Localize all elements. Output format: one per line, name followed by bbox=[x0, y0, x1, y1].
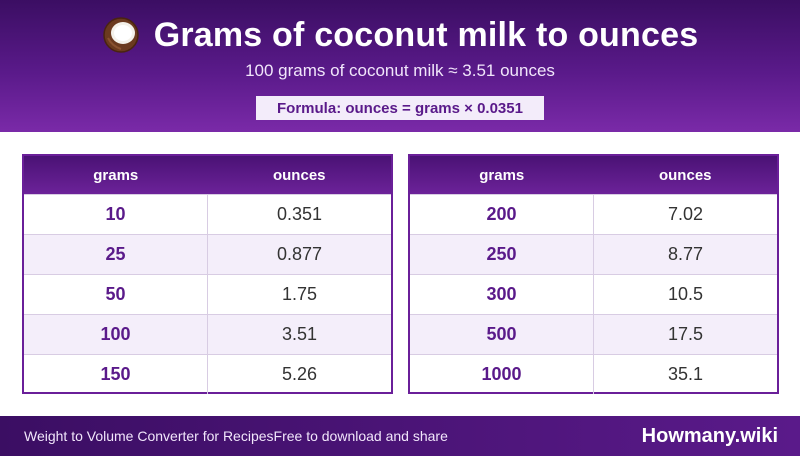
ounces-cell: 7.02 bbox=[667, 204, 704, 224]
grams-cell: 250 bbox=[410, 235, 594, 274]
table-row: 150 5.26 bbox=[24, 354, 391, 394]
table-row: 50 1.75 bbox=[24, 274, 391, 314]
table-header: grams ounces bbox=[410, 156, 777, 194]
grams-cell: 300 bbox=[410, 275, 594, 314]
table-row: 250 8.77 bbox=[410, 234, 777, 274]
grams-cell: 1000 bbox=[410, 355, 594, 394]
ounces-cell: 8.77 bbox=[667, 244, 704, 264]
title-row: Grams of coconut milk to ounces bbox=[0, 12, 800, 58]
table-header: grams ounces bbox=[24, 156, 391, 194]
table-row: 100 3.51 bbox=[24, 314, 391, 354]
footer-tagline: Weight to Volume Converter for Recipes bbox=[24, 428, 274, 444]
table-row: 25 0.877 bbox=[24, 234, 391, 274]
ounces-cell: 3.51 bbox=[281, 324, 318, 344]
conversion-table-right: grams ounces 200 7.02 250 8.77 300 10.5 … bbox=[408, 154, 779, 394]
page-title: Grams of coconut milk to ounces bbox=[153, 15, 699, 54]
grams-cell: 150 bbox=[24, 355, 208, 394]
ounces-cell: 10.5 bbox=[667, 284, 704, 304]
table-row: 1000 35.1 bbox=[410, 354, 777, 394]
grams-cell: 50 bbox=[24, 275, 208, 314]
footer-description: Weight to Volume Converter for Recipes Fr… bbox=[24, 416, 448, 456]
table-row: 200 7.02 bbox=[410, 194, 777, 234]
ounces-cell: 35.1 bbox=[667, 364, 704, 384]
header-banner: Grams of coconut milk to ounces 100 gram… bbox=[0, 0, 800, 132]
ounces-cell: 0.351 bbox=[276, 204, 323, 224]
formula-badge: Formula: ounces = grams × 0.0351 bbox=[256, 96, 544, 120]
brand-logo-text[interactable]: Howmany.wiki bbox=[641, 424, 778, 447]
subtitle: 100 grams of coconut milk ≈ 3.51 ounces bbox=[245, 61, 555, 80]
column-header-ounces: ounces bbox=[658, 166, 712, 184]
column-header-grams: grams bbox=[479, 166, 525, 184]
table-row: 500 17.5 bbox=[410, 314, 777, 354]
ounces-cell: 5.26 bbox=[281, 364, 318, 384]
grams-cell: 10 bbox=[24, 195, 208, 234]
table-row: 10 0.351 bbox=[24, 194, 391, 234]
conversion-table-left: grams ounces 10 0.351 25 0.877 50 1.75 1… bbox=[22, 154, 393, 394]
grams-cell: 200 bbox=[410, 195, 594, 234]
footer-share-note: Free to download and share bbox=[273, 428, 448, 444]
column-header-ounces: ounces bbox=[272, 166, 326, 184]
footer-bar: Weight to Volume Converter for Recipes Fr… bbox=[0, 416, 800, 456]
grams-cell: 100 bbox=[24, 315, 208, 354]
grams-cell: 500 bbox=[410, 315, 594, 354]
ounces-cell: 0.877 bbox=[276, 244, 323, 264]
column-header-grams: grams bbox=[93, 166, 139, 184]
ounces-cell: 17.5 bbox=[667, 324, 704, 344]
grams-cell: 25 bbox=[24, 235, 208, 274]
table-row: 300 10.5 bbox=[410, 274, 777, 314]
coconut-icon bbox=[102, 16, 140, 54]
ounces-cell: 1.75 bbox=[281, 284, 318, 304]
